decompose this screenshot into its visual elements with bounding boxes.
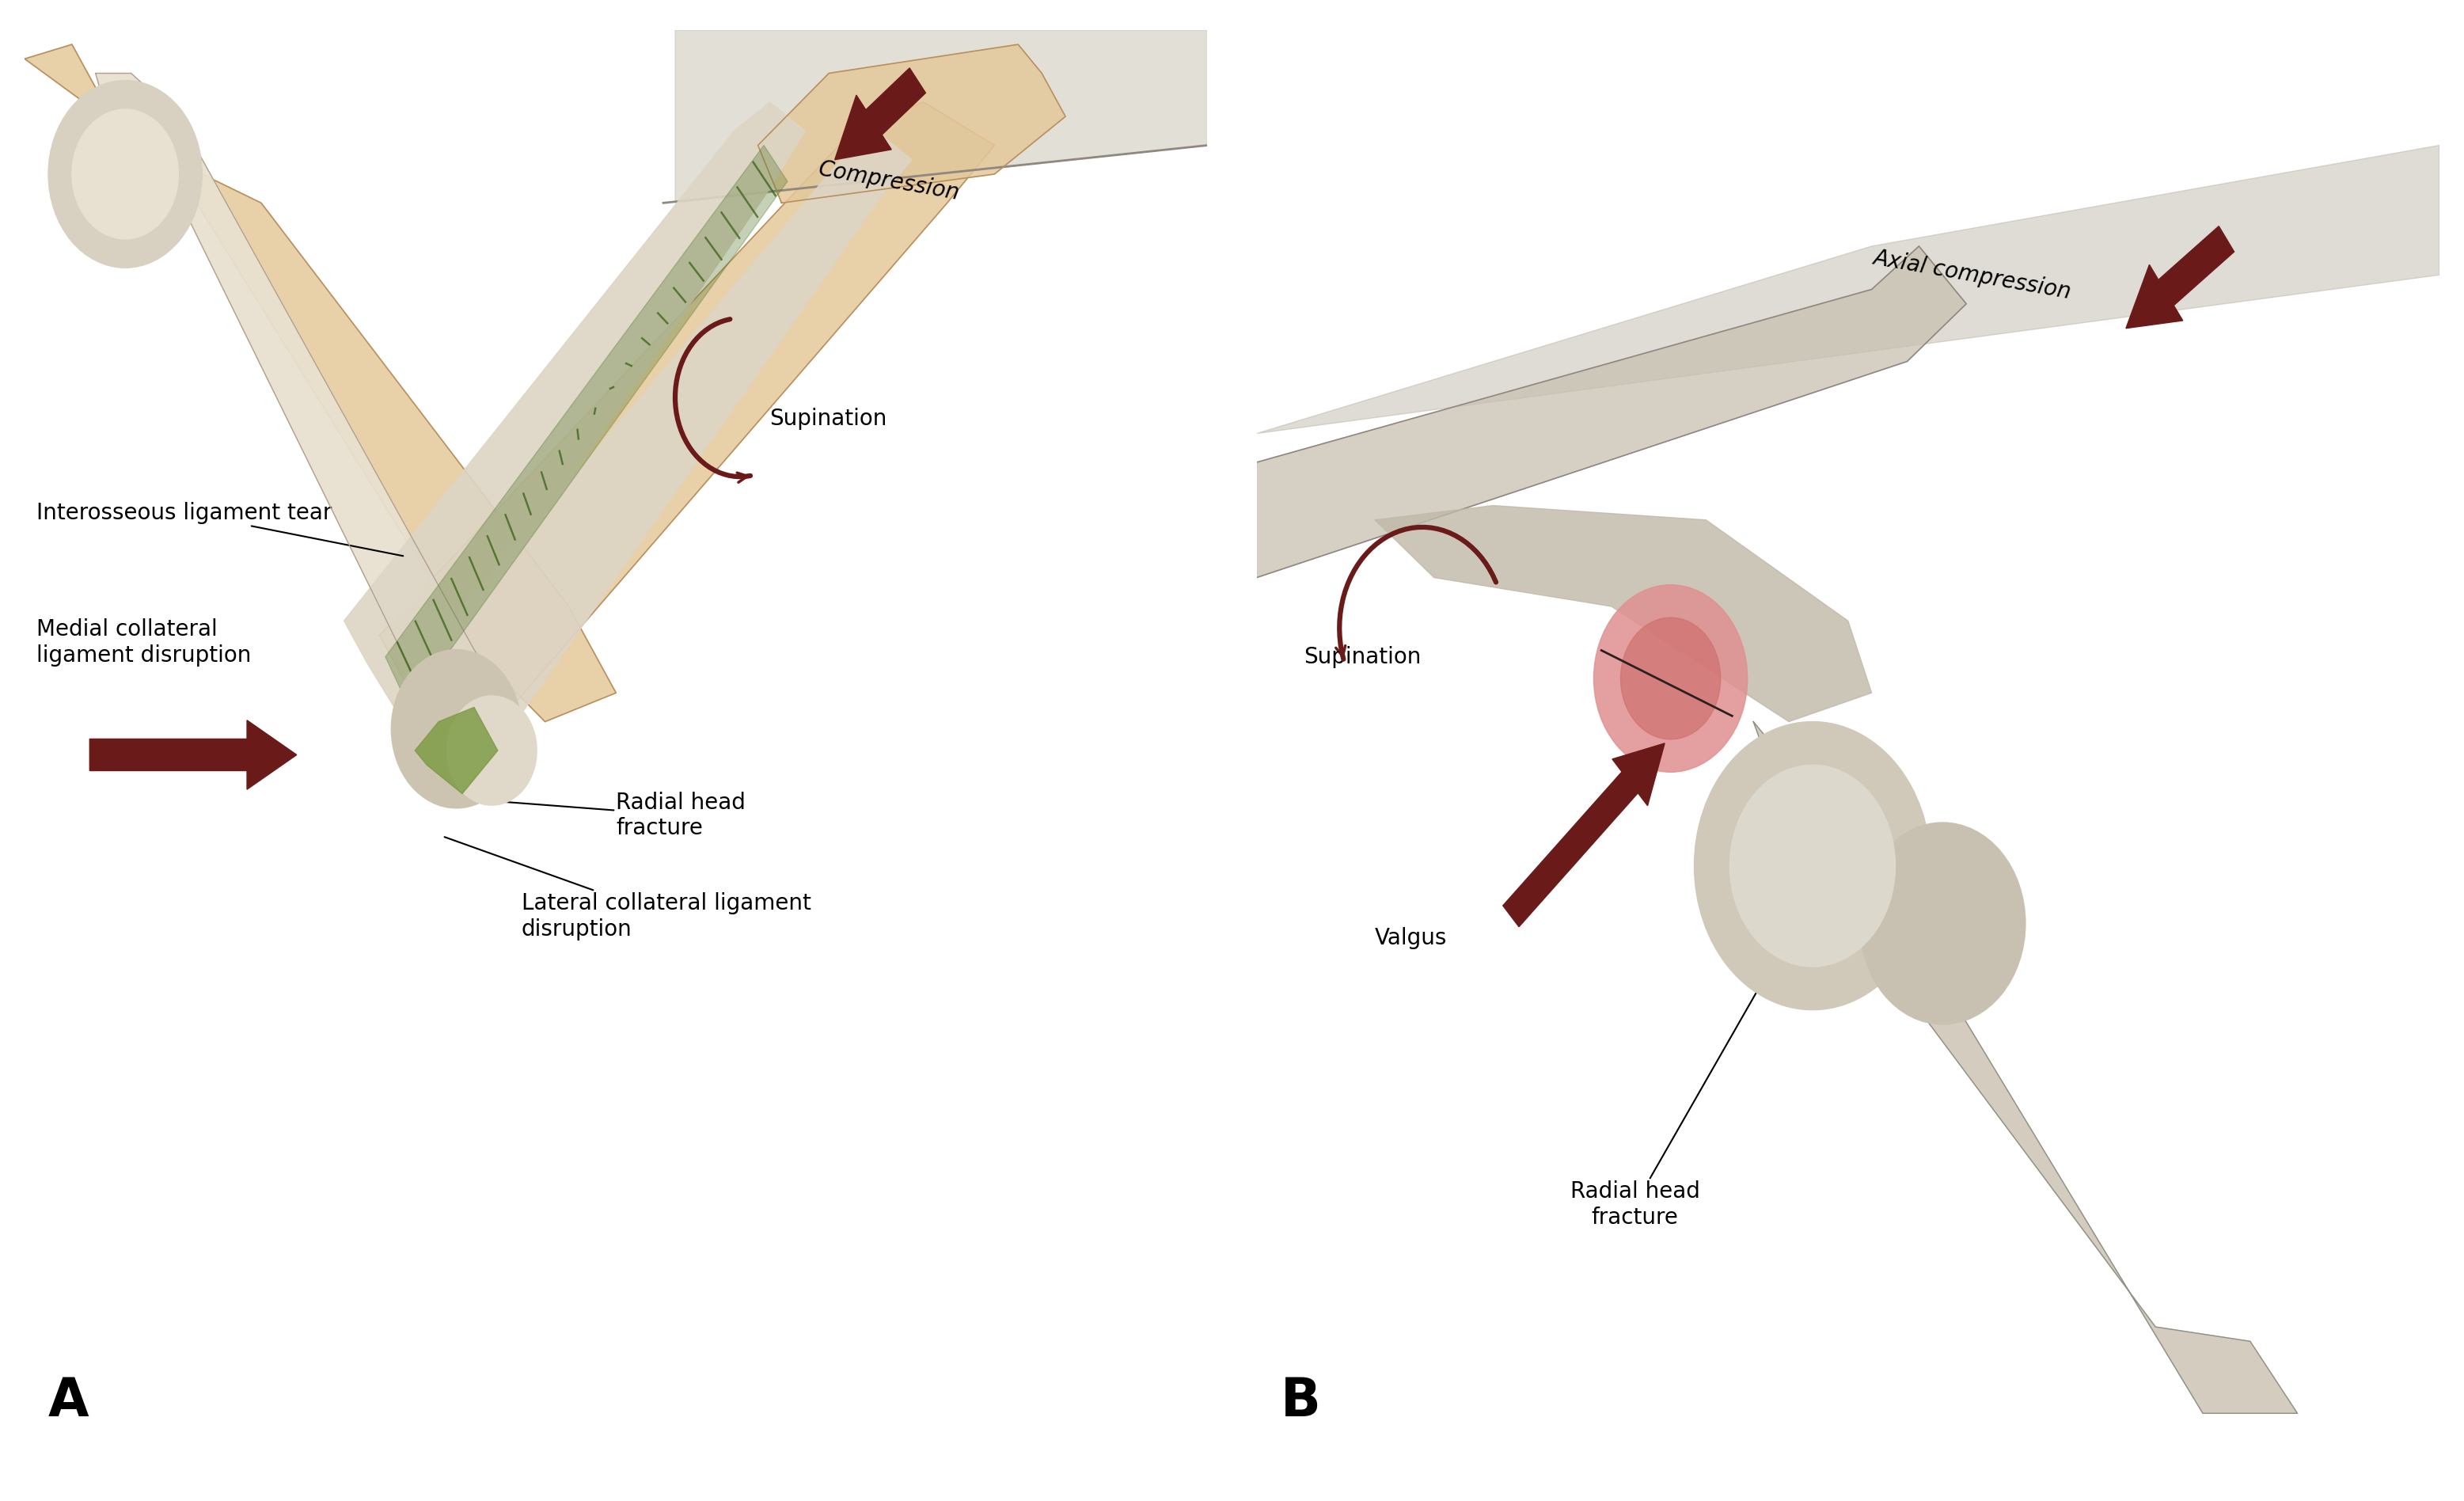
Text: Medial collateral
ligament disruption: Medial collateral ligament disruption [37,618,251,666]
Polygon shape [1754,722,2296,1414]
Circle shape [1695,722,1932,1010]
Polygon shape [1375,506,1873,722]
Polygon shape [25,45,616,722]
Text: Supination: Supination [1303,645,1422,668]
Text: B: B [1281,1375,1321,1427]
Polygon shape [414,131,912,766]
FancyArrow shape [1503,743,1666,926]
Circle shape [1730,766,1895,967]
Polygon shape [675,30,1207,203]
Polygon shape [379,102,995,750]
Text: Compression: Compression [818,158,961,204]
Circle shape [392,650,522,808]
Circle shape [71,110,177,239]
Polygon shape [414,707,498,794]
Text: Axial compression: Axial compression [1873,246,2072,303]
Text: Radial head
fracture: Radial head fracture [1570,967,1772,1228]
Circle shape [1594,585,1747,772]
Polygon shape [345,102,806,722]
Polygon shape [384,146,788,707]
Circle shape [49,81,202,267]
Polygon shape [1257,146,2439,434]
FancyArrow shape [835,68,926,159]
Polygon shape [96,74,522,750]
Text: Radial head
fracture: Radial head fracture [493,791,747,839]
Text: Lateral collateral ligament
disruption: Lateral collateral ligament disruption [444,838,811,940]
Text: Valgus: Valgus [1375,926,1446,949]
FancyArrow shape [2126,227,2235,329]
Circle shape [1621,617,1720,740]
Polygon shape [759,45,1064,203]
Polygon shape [1257,246,1966,578]
Circle shape [1860,823,2025,1024]
Text: Supination: Supination [769,408,887,431]
Text: Interosseous ligament tear: Interosseous ligament tear [37,501,404,555]
FancyArrow shape [89,720,296,790]
Circle shape [446,696,537,805]
Text: A: A [49,1375,89,1427]
Text: Valgus: Valgus [89,746,163,769]
